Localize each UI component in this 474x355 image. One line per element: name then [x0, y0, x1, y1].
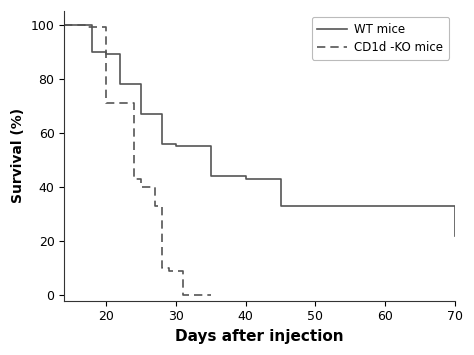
- CD1d -KO mice: [103, 25, 109, 29]
- CD1d -KO mice: [159, 204, 165, 208]
- CD1d -KO mice: [180, 293, 186, 297]
- WT mice: [417, 204, 423, 208]
- WT mice: [117, 82, 123, 86]
- Y-axis label: Survival (%): Survival (%): [11, 108, 25, 203]
- X-axis label: Days after injection: Days after injection: [175, 329, 344, 344]
- WT mice: [243, 174, 248, 178]
- WT mice: [138, 82, 144, 86]
- WT mice: [117, 52, 123, 56]
- CD1d -KO mice: [82, 22, 88, 27]
- CD1d -KO mice: [194, 293, 200, 297]
- WT mice: [278, 204, 283, 208]
- CD1d -KO mice: [131, 177, 137, 181]
- WT mice: [138, 112, 144, 116]
- WT mice: [89, 50, 95, 54]
- WT mice: [452, 204, 458, 208]
- WT mice: [62, 22, 67, 27]
- CD1d -KO mice: [138, 185, 144, 189]
- CD1d -KO mice: [208, 293, 214, 297]
- WT mice: [103, 52, 109, 56]
- CD1d -KO mice: [82, 25, 88, 29]
- WT mice: [89, 22, 95, 27]
- CD1d -KO mice: [166, 269, 172, 273]
- CD1d -KO mice: [131, 101, 137, 105]
- WT mice: [173, 144, 179, 148]
- WT mice: [452, 234, 458, 238]
- Line: WT mice: WT mice: [64, 24, 455, 236]
- WT mice: [208, 174, 214, 178]
- WT mice: [243, 177, 248, 181]
- Legend: WT mice, CD1d -KO mice: WT mice, CD1d -KO mice: [311, 17, 449, 60]
- CD1d -KO mice: [138, 177, 144, 181]
- Line: CD1d -KO mice: CD1d -KO mice: [64, 24, 211, 295]
- WT mice: [208, 144, 214, 148]
- CD1d -KO mice: [194, 293, 200, 297]
- WT mice: [417, 204, 423, 208]
- CD1d -KO mice: [152, 204, 158, 208]
- CD1d -KO mice: [208, 293, 214, 297]
- CD1d -KO mice: [159, 266, 165, 270]
- WT mice: [159, 112, 165, 116]
- WT mice: [312, 204, 318, 208]
- CD1d -KO mice: [180, 269, 186, 273]
- WT mice: [312, 204, 318, 208]
- WT mice: [278, 177, 283, 181]
- WT mice: [173, 142, 179, 146]
- WT mice: [159, 142, 165, 146]
- WT mice: [103, 50, 109, 54]
- CD1d -KO mice: [103, 101, 109, 105]
- CD1d -KO mice: [62, 22, 67, 27]
- CD1d -KO mice: [166, 266, 172, 270]
- CD1d -KO mice: [152, 185, 158, 189]
